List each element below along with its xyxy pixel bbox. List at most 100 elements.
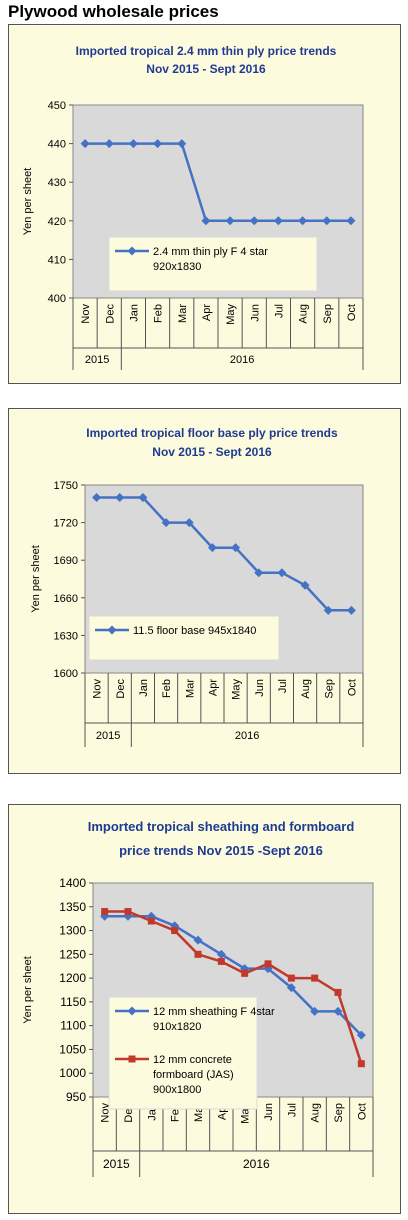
data-point [147,917,155,925]
data-point [80,139,90,149]
chart-thin-ply: Imported tropical 2.4 mm thin ply price … [22,44,364,370]
data-point [264,960,272,968]
legend-box [108,996,258,1110]
data-point [263,964,273,974]
x-tick-label: Feb [161,679,173,698]
data-point [310,1006,320,1016]
legend-label: 12 mm concrete [153,1054,232,1066]
y-tick-label: 1050 [59,1042,86,1056]
legend-box [88,615,280,661]
x-tick-label: Jan [128,304,140,322]
y-axis-label: Yen per sheet [30,545,42,612]
y-tick-label: 1660 [54,593,78,605]
y-tick-label: 1100 [60,1019,86,1033]
data-point [225,216,235,226]
legend-label: 12 mm sheathing F 4star [153,1006,275,1018]
chart-panel-sheathing-formboard: Imported tropical sheathing and formboar… [8,804,401,1214]
y-tick-label: 1630 [54,630,78,642]
data-point [298,216,308,226]
legend-label: 900x1800 [153,1084,201,1096]
x-tick-label: Jun [249,304,261,322]
data-point [346,605,356,615]
x-tick-label: Aug [298,304,310,324]
data-point [286,983,296,993]
data-point [346,216,356,226]
chart-sheathing-formboard: Imported tropical sheathing and formboar… [22,819,374,1177]
data-point [138,493,148,503]
year-label: 2015 [96,730,120,742]
y-tick-label: 1350 [59,900,86,914]
data-point [184,518,194,528]
x-tick-label: Mar [184,679,196,698]
chart-floor-base: Imported tropical floor base ply price t… [30,426,364,747]
x-tick-label: Dec [104,304,116,324]
page-title: Plywood wholesale prices [8,2,219,21]
y-tick-label: 1750 [54,480,78,492]
data-point [193,935,203,945]
x-tick-label: Sep [322,304,334,324]
data-point [194,950,202,958]
data-point [273,216,283,226]
data-point [124,908,132,916]
y-tick-label: 950 [66,1090,86,1104]
legend-label: 11.5 floor base 945x1840 [133,625,256,637]
data-point [322,216,332,226]
legend-swatch-marker [127,246,137,256]
legend-box [108,236,318,292]
y-tick-label: 1300 [59,924,86,938]
data-point [249,216,259,226]
x-tick-label: Oct [346,304,358,321]
data-point [177,139,187,149]
y-tick-label: 1400 [59,876,86,890]
x-tick-label: Apr [201,304,213,321]
data-point [254,568,264,578]
series-line [104,910,363,1065]
year-label: 2015 [85,354,109,366]
x-tick-label: Sep [323,679,335,699]
data-point [334,988,342,996]
data-point [333,1006,343,1016]
x-tick-label: May [225,304,237,325]
data-point [123,911,133,921]
y-tick-label: 1000 [59,1066,86,1080]
y-tick-label: 1250 [59,947,86,961]
x-tick-label: Jul [286,1103,298,1117]
legend-label: formboard (JAS) [153,1069,234,1081]
y-tick-label: 430 [48,177,66,189]
x-tick-label: Apr [207,679,219,696]
x-tick-label: Mar [177,304,189,323]
chart-title-line: Nov 2015 - Sept 2016 [146,62,266,76]
y-tick-label: 1200 [59,971,86,985]
legend-label: 920x1830 [153,261,201,273]
y-axis-label: Yen per sheet [22,168,34,235]
x-tick-label: Jun [254,679,266,697]
data-point [300,580,310,590]
data-point [356,1030,366,1040]
chart-panel-floor-base: Imported tropical floor base ply price t… [8,408,401,774]
x-tick-label: Sep [333,1103,345,1123]
data-point [287,974,295,982]
data-point [323,605,333,615]
y-tick-label: 410 [48,254,66,266]
data-point [241,969,249,977]
x-tick-label: Jan [138,679,150,697]
y-tick-label: 400 [48,293,66,305]
y-tick-label: 420 [48,216,66,228]
chart-panel-thin-ply: Imported tropical 2.4 mm thin ply price … [8,24,401,384]
year-label: 2016 [243,1157,270,1171]
data-point [311,974,319,982]
x-tick-label: May [231,679,243,700]
x-tick-label: Aug [300,679,312,699]
x-tick-label: Nov [80,304,92,324]
data-point [115,493,125,503]
y-axis-label: Yen per sheet [22,956,34,1023]
legend-label: 2.4 mm thin ply F 4 star [153,246,268,258]
y-tick-label: 450 [48,100,66,112]
year-label: 2015 [103,1157,130,1171]
year-label: 2016 [230,354,254,366]
y-tick-label: 1150 [60,995,86,1009]
x-tick-label: Oct [356,1103,368,1120]
data-point [277,568,287,578]
x-tick-label: Nov [92,679,104,699]
y-tick-label: 440 [48,139,66,151]
